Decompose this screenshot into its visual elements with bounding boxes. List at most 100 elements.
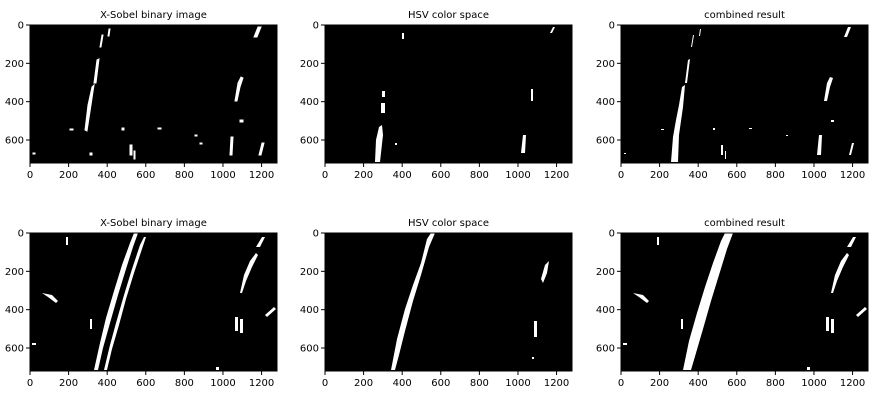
axes-frame (324, 24, 573, 164)
x-tick-label: 400 (98, 170, 117, 181)
panel-title: combined result (704, 218, 785, 229)
x-tick-label: 0 (27, 378, 33, 389)
lane-pixels (375, 27, 555, 162)
axes-frame (620, 24, 869, 164)
lane-pixels (391, 233, 549, 370)
x-tick-label: 200 (59, 170, 78, 181)
y-tick-label: 200 (596, 267, 615, 278)
x-tick-label: 800 (175, 170, 194, 181)
x-tick-label: 1200 (249, 170, 274, 181)
panel-axes: combined result 0 200 400 600 800 1000 1200 0 200… (596, 218, 869, 389)
y-tick-label: 400 (596, 97, 615, 108)
y-tick-label: 400 (5, 97, 24, 108)
x-tick-label: 1000 (210, 170, 235, 181)
x-tick-label: 600 (727, 378, 746, 389)
x-tick-label: 1000 (505, 170, 530, 181)
x-tick-label: 400 (98, 378, 117, 389)
panel-axes: X-Sobel binary image 0 200 400 600 800 1000 120… (5, 10, 278, 181)
x-tick-label: 600 (431, 378, 450, 389)
binary-image (30, 25, 277, 163)
axes-frame (324, 232, 573, 372)
y-tick-label: 600 (596, 136, 615, 147)
y-tick-label: 400 (300, 97, 319, 108)
axes-frame (620, 232, 869, 372)
x-tick-label: 600 (136, 378, 155, 389)
binary-image (325, 25, 572, 163)
x-tick-label: 800 (766, 170, 785, 181)
x-tick-label: 1000 (801, 378, 826, 389)
x-tick-label: 600 (431, 170, 450, 181)
panel-xsobel-row1 (30, 25, 277, 163)
x-tick-label: 200 (650, 378, 669, 389)
x-tick-label: 1200 (840, 170, 865, 181)
lane-pixels (32, 26, 265, 160)
panel-title: X-Sobel binary image (100, 218, 207, 229)
x-tick-label: 400 (393, 170, 412, 181)
y-tick-label: 600 (5, 344, 24, 355)
x-tick-label: 1200 (249, 378, 274, 389)
panel-axes: X-Sobel binary image 0 200 400 600 800 1000 120… (5, 218, 278, 389)
x-tick-label: 1000 (801, 170, 826, 181)
y-tick-label: 0 (609, 21, 615, 32)
x-tick-label: 200 (59, 378, 78, 389)
x-tick-label: 400 (689, 170, 708, 181)
x-tick-label: 800 (470, 170, 489, 181)
panel-title: HSV color space (408, 218, 489, 229)
x-tick-label: 800 (766, 378, 785, 389)
x-tick-label: 600 (727, 170, 746, 181)
panel-axes: HSV color space 0 200 400 600 800 1000 1200 0 200… (300, 10, 573, 181)
x-tick-label: 0 (322, 170, 328, 181)
x-tick-label: 1200 (544, 378, 569, 389)
binary-image (30, 233, 277, 371)
panel-combined-row2 (621, 233, 868, 371)
x-tick-label: 800 (175, 378, 194, 389)
y-tick-label: 0 (313, 229, 319, 240)
y-tick-label: 0 (18, 229, 24, 240)
lane-pixels (623, 233, 867, 370)
panel-axes: combined result 0 200 400 600 800 1000 1200 0 200… (596, 10, 869, 181)
panel-title: HSV color space (408, 10, 489, 21)
x-tick-label: 0 (618, 170, 624, 181)
x-tick-label: 400 (689, 378, 708, 389)
y-tick-label: 200 (5, 59, 24, 70)
x-tick-label: 1200 (840, 378, 865, 389)
x-tick-label: 1000 (210, 378, 235, 389)
x-tick-label: 400 (393, 378, 412, 389)
y-tick-label: 600 (5, 136, 24, 147)
y-tick-label: 200 (596, 59, 615, 70)
panel-hsv-row2 (325, 233, 572, 371)
x-tick-label: 0 (322, 378, 328, 389)
y-tick-label: 600 (596, 344, 615, 355)
axes-frame (29, 232, 278, 372)
x-tick-label: 0 (27, 170, 33, 181)
y-tick-label: 200 (300, 59, 319, 70)
y-tick-label: 600 (300, 136, 319, 147)
y-tick-label: 400 (5, 305, 24, 316)
panel-combined-row1 (621, 25, 868, 163)
x-tick-label: 1200 (544, 170, 569, 181)
binary-image (621, 233, 868, 371)
panel-title: X-Sobel binary image (100, 10, 207, 21)
panel-xsobel-row2 (30, 233, 277, 371)
panel-axes: HSV color space 0 200 400 600 800 1000 1200 0 200… (300, 218, 573, 389)
x-tick-label: 200 (354, 378, 373, 389)
binary-image (621, 25, 868, 163)
y-tick-label: 600 (300, 344, 319, 355)
lane-pixels (32, 233, 276, 370)
axes-layer: X-Sobel binary image 0 200 400 600 800 1000 120… (5, 10, 869, 389)
y-tick-label: 0 (609, 229, 615, 240)
lane-pixels (624, 27, 854, 162)
y-tick-label: 0 (18, 21, 24, 32)
axes-frame (29, 24, 278, 164)
panel-title: combined result (704, 10, 785, 21)
y-tick-label: 200 (300, 267, 319, 278)
panel-hsv-row1 (325, 25, 572, 163)
x-tick-label: 800 (470, 378, 489, 389)
x-tick-label: 200 (650, 170, 669, 181)
x-tick-label: 200 (354, 170, 373, 181)
y-tick-label: 0 (313, 21, 319, 32)
x-tick-label: 0 (618, 378, 624, 389)
y-tick-label: 400 (300, 305, 319, 316)
y-tick-label: 200 (5, 267, 24, 278)
